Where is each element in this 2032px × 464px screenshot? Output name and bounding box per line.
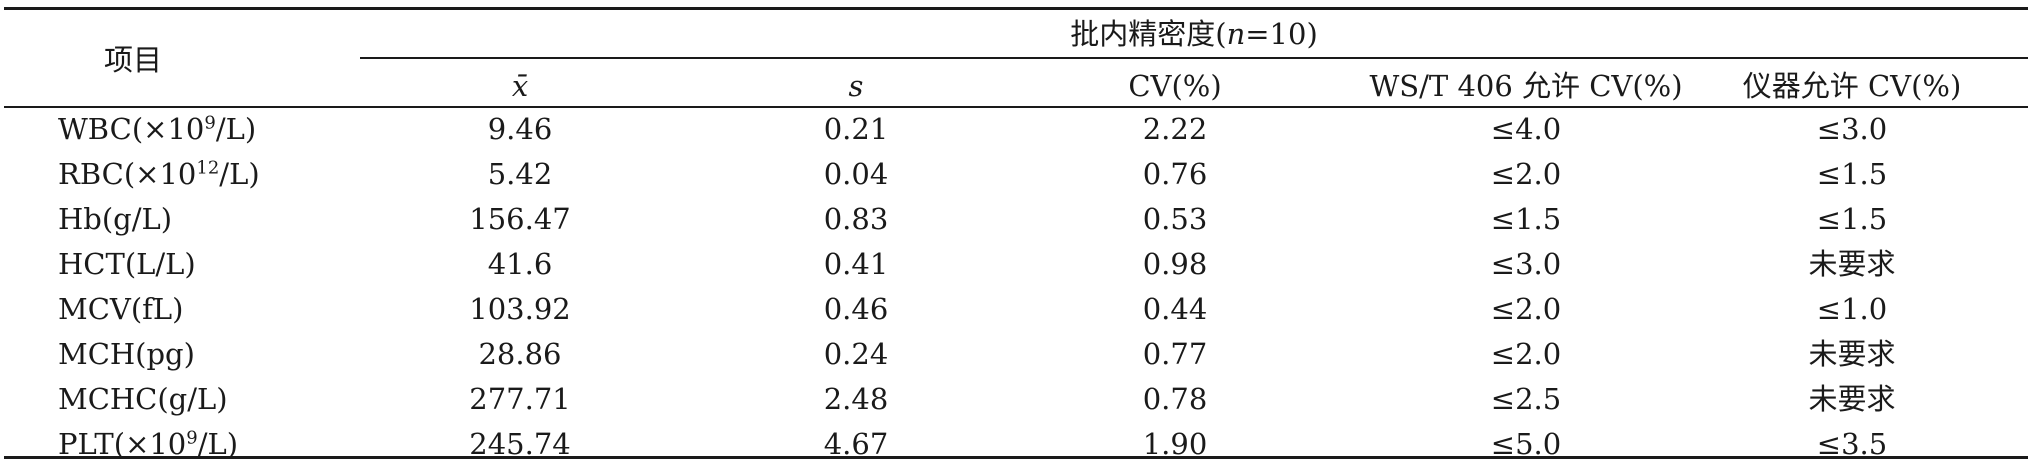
cell-s: 0.83	[823, 202, 889, 236]
cell-ws: ≤2.5	[1490, 382, 1562, 416]
cell-s: 0.04	[823, 157, 889, 191]
header-bottom-rule	[4, 106, 2028, 108]
header-col-s: s	[848, 69, 864, 103]
cell-ws: ≤3.0	[1490, 247, 1562, 281]
cell-s: 4.67	[823, 427, 889, 461]
header-col-mean: x̄	[511, 69, 529, 103]
header-item-label: 项目	[103, 43, 163, 77]
cell-cv: 1.90	[1142, 427, 1208, 461]
cell-cv: 0.77	[1142, 337, 1208, 371]
cell-ws: ≤2.0	[1490, 292, 1562, 326]
cell-item: WBC(×109/L)	[58, 112, 257, 146]
header-col-cv: CV(%)	[1128, 69, 1222, 103]
cell-item: PLT(×109/L)	[58, 427, 239, 461]
cell-inst: ≤1.5	[1816, 202, 1888, 236]
cell-s: 2.48	[823, 382, 889, 416]
cell-s: 0.24	[823, 337, 889, 371]
cell-cv: 0.98	[1142, 247, 1208, 281]
cell-s: 0.46	[823, 292, 889, 326]
bottom-rule	[4, 456, 2028, 459]
cell-item: MCV(fL)	[58, 292, 184, 326]
cell-ws: ≤4.0	[1490, 112, 1562, 146]
cell-item: Hb(g/L)	[58, 202, 173, 236]
group-label-prefix: 批内精密度(	[1070, 17, 1227, 51]
cell-inst: ≤3.5	[1816, 427, 1888, 461]
cell-mean: 5.42	[487, 157, 553, 191]
cell-cv: 0.53	[1142, 202, 1208, 236]
cell-mean: 28.86	[478, 337, 562, 371]
cell-inst: ≤1.5	[1816, 157, 1888, 191]
cell-cv: 0.78	[1142, 382, 1208, 416]
top-rule	[4, 7, 2028, 10]
cell-s: 0.21	[823, 112, 889, 146]
group-label-suffix: =10)	[1245, 17, 1318, 51]
cell-item: MCH(pg)	[58, 337, 195, 371]
cell-mean: 245.74	[469, 427, 571, 461]
cell-ws: ≤1.5	[1490, 202, 1562, 236]
cell-inst: ≤3.0	[1816, 112, 1888, 146]
cell-mean: 41.6	[487, 247, 553, 281]
header-col-inst: 仪器允许 CV(%)	[1742, 69, 1962, 103]
header-col-ws: WS/T 406 允许 CV(%)	[1369, 69, 1683, 103]
group-underline	[360, 57, 2028, 59]
cell-inst: 未要求	[1808, 247, 1896, 281]
cell-ws: ≤5.0	[1490, 427, 1562, 461]
cell-mean: 277.71	[469, 382, 571, 416]
cell-ws: ≤2.0	[1490, 157, 1562, 191]
cell-item: RBC(×1012/L)	[58, 157, 260, 191]
cell-item: MCHC(g/L)	[58, 382, 228, 416]
cell-item: HCT(L/L)	[58, 247, 196, 281]
cell-cv: 0.76	[1142, 157, 1208, 191]
cell-mean: 103.92	[469, 292, 571, 326]
cell-mean: 9.46	[487, 112, 553, 146]
cell-inst: ≤1.0	[1816, 292, 1888, 326]
group-label-n: n	[1226, 17, 1246, 51]
cell-cv: 0.44	[1142, 292, 1208, 326]
cell-mean: 156.47	[469, 202, 571, 236]
cell-inst: 未要求	[1808, 382, 1896, 416]
cell-inst: 未要求	[1808, 337, 1896, 371]
header-group-label: 批内精密度(n=10)	[1070, 20, 1318, 49]
cell-cv: 2.22	[1142, 112, 1208, 146]
cell-s: 0.41	[823, 247, 889, 281]
cell-ws: ≤2.0	[1490, 337, 1562, 371]
